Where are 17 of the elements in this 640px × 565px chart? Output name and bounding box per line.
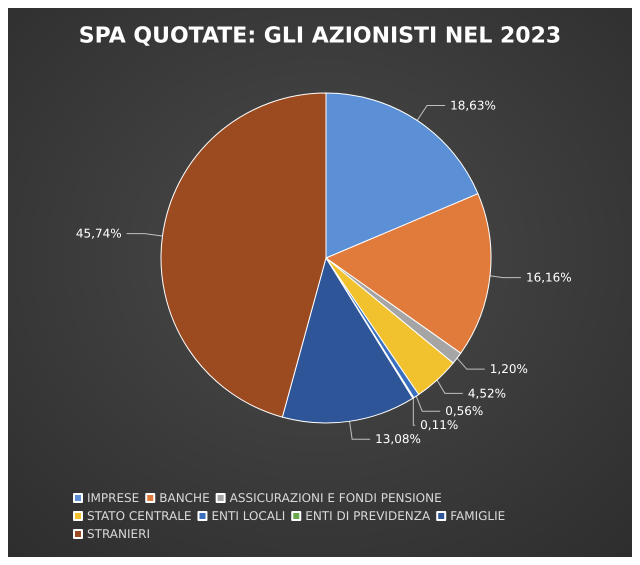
legend-label: ENTI DI PREVIDENZA: [305, 509, 431, 523]
data-label: 18,63%: [450, 98, 496, 112]
legend-label: STRANIERI: [87, 527, 150, 541]
data-label: 0,56%: [445, 404, 484, 418]
data-label: 45,74%: [76, 226, 122, 241]
data-label: 0,11%: [420, 418, 458, 432]
legend-label: FAMIGLIE: [450, 509, 506, 523]
data-label: 13,08%: [375, 432, 421, 446]
chart-title: SPA QUOTATE: GLI AZIONISTI NEL 2023: [78, 24, 562, 48]
data-label: 4,52%: [468, 386, 506, 400]
legend-label: ASSICURAZIONI E FONDI PENSIONE: [230, 491, 442, 505]
legend-label: ENTI LOCALI: [211, 509, 286, 523]
legend-label: STATO CENTRALE: [87, 509, 192, 523]
legend-label: BANCHE: [159, 491, 210, 505]
data-label: 16,16%: [526, 270, 572, 285]
legend-label: IMPRESE: [87, 491, 140, 505]
data-label: 1,20%: [490, 362, 528, 376]
